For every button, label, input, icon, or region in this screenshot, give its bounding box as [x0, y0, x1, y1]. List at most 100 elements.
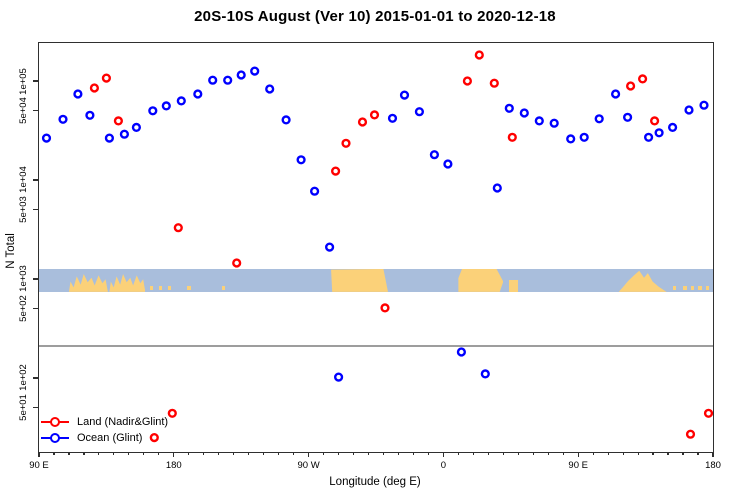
data-point — [492, 183, 502, 193]
data-point — [148, 106, 158, 116]
data-point — [113, 116, 124, 126]
x-axis-minor-tick — [502, 452, 504, 455]
x-axis-minor-tick — [472, 452, 474, 455]
x-axis-minor-tick — [158, 452, 160, 455]
data-point — [489, 78, 499, 88]
x-axis-minor-tick — [637, 452, 639, 455]
land-patch — [509, 280, 519, 292]
x-axis-minor-tick — [487, 452, 489, 455]
data-point — [131, 122, 142, 133]
y-axis-tick — [33, 308, 38, 310]
x-axis-minor-tick — [218, 452, 220, 455]
x-axis-minor-tick — [203, 452, 205, 455]
data-point — [167, 408, 177, 418]
data-point — [104, 133, 115, 143]
legend-item-ocean: Ocean (Glint) — [41, 430, 168, 446]
x-axis-minor-tick — [337, 452, 340, 455]
legend-item-land: Land (Nadir&Glint) — [41, 414, 168, 430]
x-axis-minor-tick — [697, 452, 699, 455]
plot-area: 1e+05 5e+04 1e+04 5e+03 1e+03 5e+02 1e+02 5e+01… — [18, 42, 721, 471]
land-patch — [158, 285, 163, 290]
data-point — [699, 100, 709, 110]
x-axis-major-tick — [38, 452, 40, 457]
data-point — [89, 83, 100, 93]
legend-circle-blue-icon — [50, 433, 60, 443]
data-point — [331, 166, 341, 176]
land-patch — [683, 285, 687, 290]
data-point — [176, 96, 186, 106]
land-patch — [690, 285, 695, 290]
x-axis-minor-tick — [322, 452, 325, 455]
x-axis-minor-tick — [397, 452, 400, 455]
data-point — [684, 105, 694, 115]
x-axis-tick-label: 0 — [440, 460, 447, 471]
data-point — [549, 118, 559, 128]
x-axis-minor-tick — [412, 452, 415, 455]
data-point — [387, 113, 398, 123]
x-axis-minor-tick — [382, 452, 385, 455]
data-point — [566, 134, 576, 144]
data-point — [193, 89, 203, 99]
legend-label-land: Land (Nadir&Glint) — [77, 416, 169, 428]
data-point — [685, 429, 696, 439]
data-point — [414, 107, 425, 117]
data-point — [250, 66, 260, 76]
data-point — [429, 150, 440, 160]
x-axis-major-tick — [712, 452, 714, 457]
data-point — [462, 76, 473, 86]
data-point — [625, 81, 636, 91]
data-point — [579, 132, 589, 142]
y-axis-tick-label: 5e+02 — [17, 295, 29, 323]
data-point — [223, 75, 233, 85]
scatter-points-layer — [41, 50, 713, 443]
y-axis-tick-label: 5e+04 — [17, 97, 29, 125]
data-point — [73, 89, 83, 99]
x-axis-minor-tick — [532, 452, 534, 455]
data-point — [325, 242, 335, 252]
x-axis-minor-tick — [427, 452, 429, 455]
x-axis-minor-tick — [143, 452, 145, 455]
y-axis-tick — [33, 209, 38, 211]
x-axis-major-tick — [308, 452, 310, 457]
x-axis-minor-tick — [278, 452, 280, 455]
x-axis-minor-tick — [622, 452, 624, 455]
x-axis-minor-tick — [652, 452, 654, 455]
x-axis-tick-label: 90 W — [297, 460, 320, 471]
reference-line — [39, 345, 713, 347]
x-axis-minor-tick — [457, 452, 459, 455]
x-axis-tick-label: 90 E — [29, 460, 49, 471]
y-axis-tick — [33, 110, 38, 112]
data-point — [232, 258, 242, 268]
x-axis-minor-tick — [592, 452, 594, 455]
legend-marker-ocean — [41, 430, 69, 446]
data-point — [265, 84, 275, 94]
x-axis-tick-label: 180 — [705, 460, 721, 471]
y-axis-tick — [33, 179, 38, 181]
data-point — [58, 114, 68, 124]
y-axis-tick-label: 5e+01 — [17, 394, 29, 422]
data-point — [456, 347, 467, 357]
x-axis-minor-tick — [263, 452, 265, 455]
x-axis-minor-tick — [562, 452, 564, 455]
land-patch — [331, 268, 388, 292]
data-point — [474, 50, 484, 60]
x-axis-minor-tick — [83, 452, 85, 455]
x-axis-tick-label: 180 — [165, 460, 182, 471]
y-axis-tick — [33, 80, 38, 82]
y-axis-tick-label: 5e+03 — [17, 196, 29, 224]
data-point — [610, 89, 621, 99]
x-axis-minor-tick — [367, 452, 370, 455]
x-axis-minor-tick — [547, 452, 549, 455]
data-point — [667, 122, 678, 133]
data-point — [161, 101, 171, 111]
land-patch — [149, 285, 154, 290]
data-point — [649, 116, 660, 126]
x-axis-minor-tick — [248, 452, 250, 455]
x-axis-minor-tick — [352, 452, 355, 455]
data-point — [173, 223, 183, 233]
data-point — [380, 303, 390, 313]
x-axis-minor-tick — [667, 452, 669, 455]
land-patch — [698, 285, 702, 290]
x-axis-minor-tick — [98, 452, 100, 455]
data-point — [519, 108, 529, 118]
